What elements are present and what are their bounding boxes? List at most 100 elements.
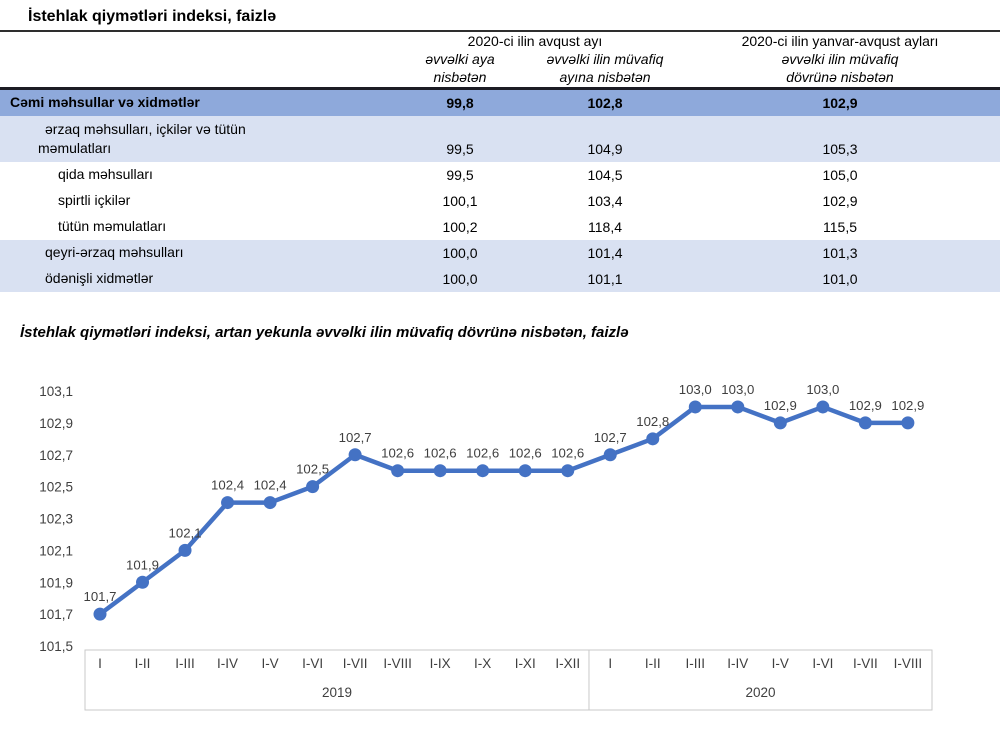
x-axis-tick-label: I-V <box>261 656 278 671</box>
data-point-label: 102,4 <box>254 478 287 493</box>
data-point-marker <box>603 448 617 462</box>
x-axis-tick-label: I-X <box>474 656 491 671</box>
data-point-label: 102,5 <box>296 462 329 477</box>
data-point-label: 102,6 <box>551 446 584 461</box>
table-row: spirtli içkilər 100,1 103,4 102,9 <box>0 187 1000 214</box>
x-axis-tick-label: I-II <box>645 656 661 671</box>
data-point-marker <box>93 607 107 621</box>
table-row: ödənişli xidmətlər 100,0 101,1 101,0 <box>0 265 1000 292</box>
data-point-label: 101,7 <box>83 589 116 604</box>
value-cell: 115,5 <box>823 219 857 236</box>
value-cell: 100,2 <box>442 219 478 236</box>
x-axis-group-label: 2020 <box>745 685 775 700</box>
value-cell: 118,4 <box>588 219 622 236</box>
column-group-jan-august: 2020-ci ilin yanvar-avqust ayları <box>741 33 939 49</box>
data-point-marker <box>518 464 532 478</box>
x-axis-tick-label: I-VII <box>343 656 368 671</box>
x-axis-tick-label: I-IV <box>217 656 238 671</box>
data-point-label: 102,1 <box>169 525 202 540</box>
value-cell: 102,9 <box>822 95 858 112</box>
value-cell: 102,9 <box>822 193 858 210</box>
value-cell: 100,1 <box>442 193 478 210</box>
x-axis-group-label: 2019 <box>322 685 352 700</box>
value-cell: 101,1 <box>587 271 623 288</box>
data-point-label: 102,7 <box>594 430 627 445</box>
row-label-cell: ərzaq məhsulları, içkilər və tütün məmul… <box>38 121 246 156</box>
x-axis-tick-label: I-XI <box>515 656 536 671</box>
data-point-label: 102,9 <box>891 398 924 413</box>
x-axis-tick-label: I-VII <box>853 656 878 671</box>
value-cell: 102,8 <box>587 95 623 112</box>
data-point-marker <box>348 448 362 462</box>
header-empty-cell <box>0 50 390 90</box>
data-point-label: 102,6 <box>424 446 457 461</box>
cpi-line-chart: 103,1 102,9 102,7 102,5 102,3 102,1 101,9 101,7… <box>39 382 933 711</box>
data-point-marker <box>221 496 235 510</box>
value-cell: 101,0 <box>822 271 858 288</box>
data-point-label: 103,0 <box>806 382 839 397</box>
value-cell: 101,3 <box>822 245 858 262</box>
x-axis-tick-label: I-II <box>135 656 151 671</box>
value-cell: 100,0 <box>442 271 478 288</box>
table-row: ərzaq məhsulları, içkilər və tütün məmul… <box>0 115 1000 162</box>
x-axis-tick-label: I <box>98 656 102 671</box>
data-point-label: 102,6 <box>381 446 414 461</box>
data-point-label: 102,6 <box>466 446 499 461</box>
y-axis-tick-label: 101,7 <box>39 607 73 622</box>
column-vs-previous-month: əvvəlki aya nisbətən <box>390 50 530 90</box>
x-axis-tick-label: I-VI <box>302 656 323 671</box>
y-axis-tick-label: 102,1 <box>39 543 73 558</box>
x-axis-tick-label: I-VIII <box>894 656 923 671</box>
header-empty-cell <box>0 32 390 50</box>
row-label-cell: spirtli içkilər <box>58 192 131 209</box>
data-point-marker <box>136 575 150 589</box>
column-vs-same-period-prev-year: əvvəlki ilin müvafiq dövrünə nisbətən <box>680 50 1000 90</box>
x-axis-tick-label: I-III <box>175 656 195 671</box>
row-label-cell: tütün məmulatları <box>58 218 167 235</box>
data-point-marker <box>476 464 490 478</box>
data-point-marker <box>391 464 405 478</box>
data-point-label: 102,8 <box>636 414 669 429</box>
row-label-cell: qeyri-ərzaq məhsulları <box>45 244 184 261</box>
cpi-table: 2020-ci ilin avqust ayı 2020-ci ilin yan… <box>0 32 1000 292</box>
data-point-marker <box>773 416 787 430</box>
page-title: İstehlak qiymətləri indeksi, faizlə <box>0 0 1000 32</box>
row-label-cell: ödənişli xidmətlər <box>45 270 154 287</box>
data-point-label: 102,9 <box>764 398 797 413</box>
value-cell: 101,4 <box>587 245 623 262</box>
x-axis-tick-label: I-VI <box>812 656 833 671</box>
data-point-marker <box>561 464 575 478</box>
y-axis-tick-label: 101,5 <box>39 639 73 654</box>
x-axis-tick-label: I <box>608 656 612 671</box>
data-point-marker <box>263 496 277 510</box>
value-cell: 104,5 <box>587 167 623 184</box>
data-point-marker <box>306 480 320 494</box>
data-point-label: 103,0 <box>679 382 712 397</box>
row-label-cell: qida məhsulları <box>58 166 153 183</box>
table-row-total: Cəmi məhsullar və xidmətlər 99,8 102,8 1… <box>0 88 1000 116</box>
data-point-marker <box>901 416 915 430</box>
value-cell: 99,8 <box>446 95 474 112</box>
value-cell: 100,0 <box>442 245 478 262</box>
value-cell: 105,0 <box>822 167 858 184</box>
chart-title: İstehlak qiymətləri indeksi, artan yekun… <box>20 323 629 341</box>
data-point-marker <box>858 416 872 430</box>
data-point-marker <box>688 400 702 414</box>
data-point-marker <box>731 400 745 414</box>
x-axis-tick-label: I-XII <box>555 656 580 671</box>
table-row: tütün məmulatları 100,2 118,4 115,5 <box>0 213 1000 240</box>
data-point-label: 102,9 <box>849 398 882 413</box>
y-axis-tick-label: 102,7 <box>39 448 73 463</box>
x-axis-tick-label: I-III <box>686 656 706 671</box>
data-point-label: 102,4 <box>211 478 244 493</box>
data-point-marker <box>433 464 447 478</box>
table-header-groups: 2020-ci ilin avqust ayı 2020-ci ilin yan… <box>0 32 1000 50</box>
x-axis-tick-label: I-V <box>772 656 789 671</box>
value-cell: 104,9 <box>587 141 623 158</box>
cpi-line <box>97 404 911 617</box>
y-axis-tick-label: 102,5 <box>39 480 73 495</box>
value-cell: 99,5 <box>446 167 474 184</box>
x-axis-tick-label: I-IV <box>727 656 748 671</box>
data-point-marker <box>816 400 830 414</box>
